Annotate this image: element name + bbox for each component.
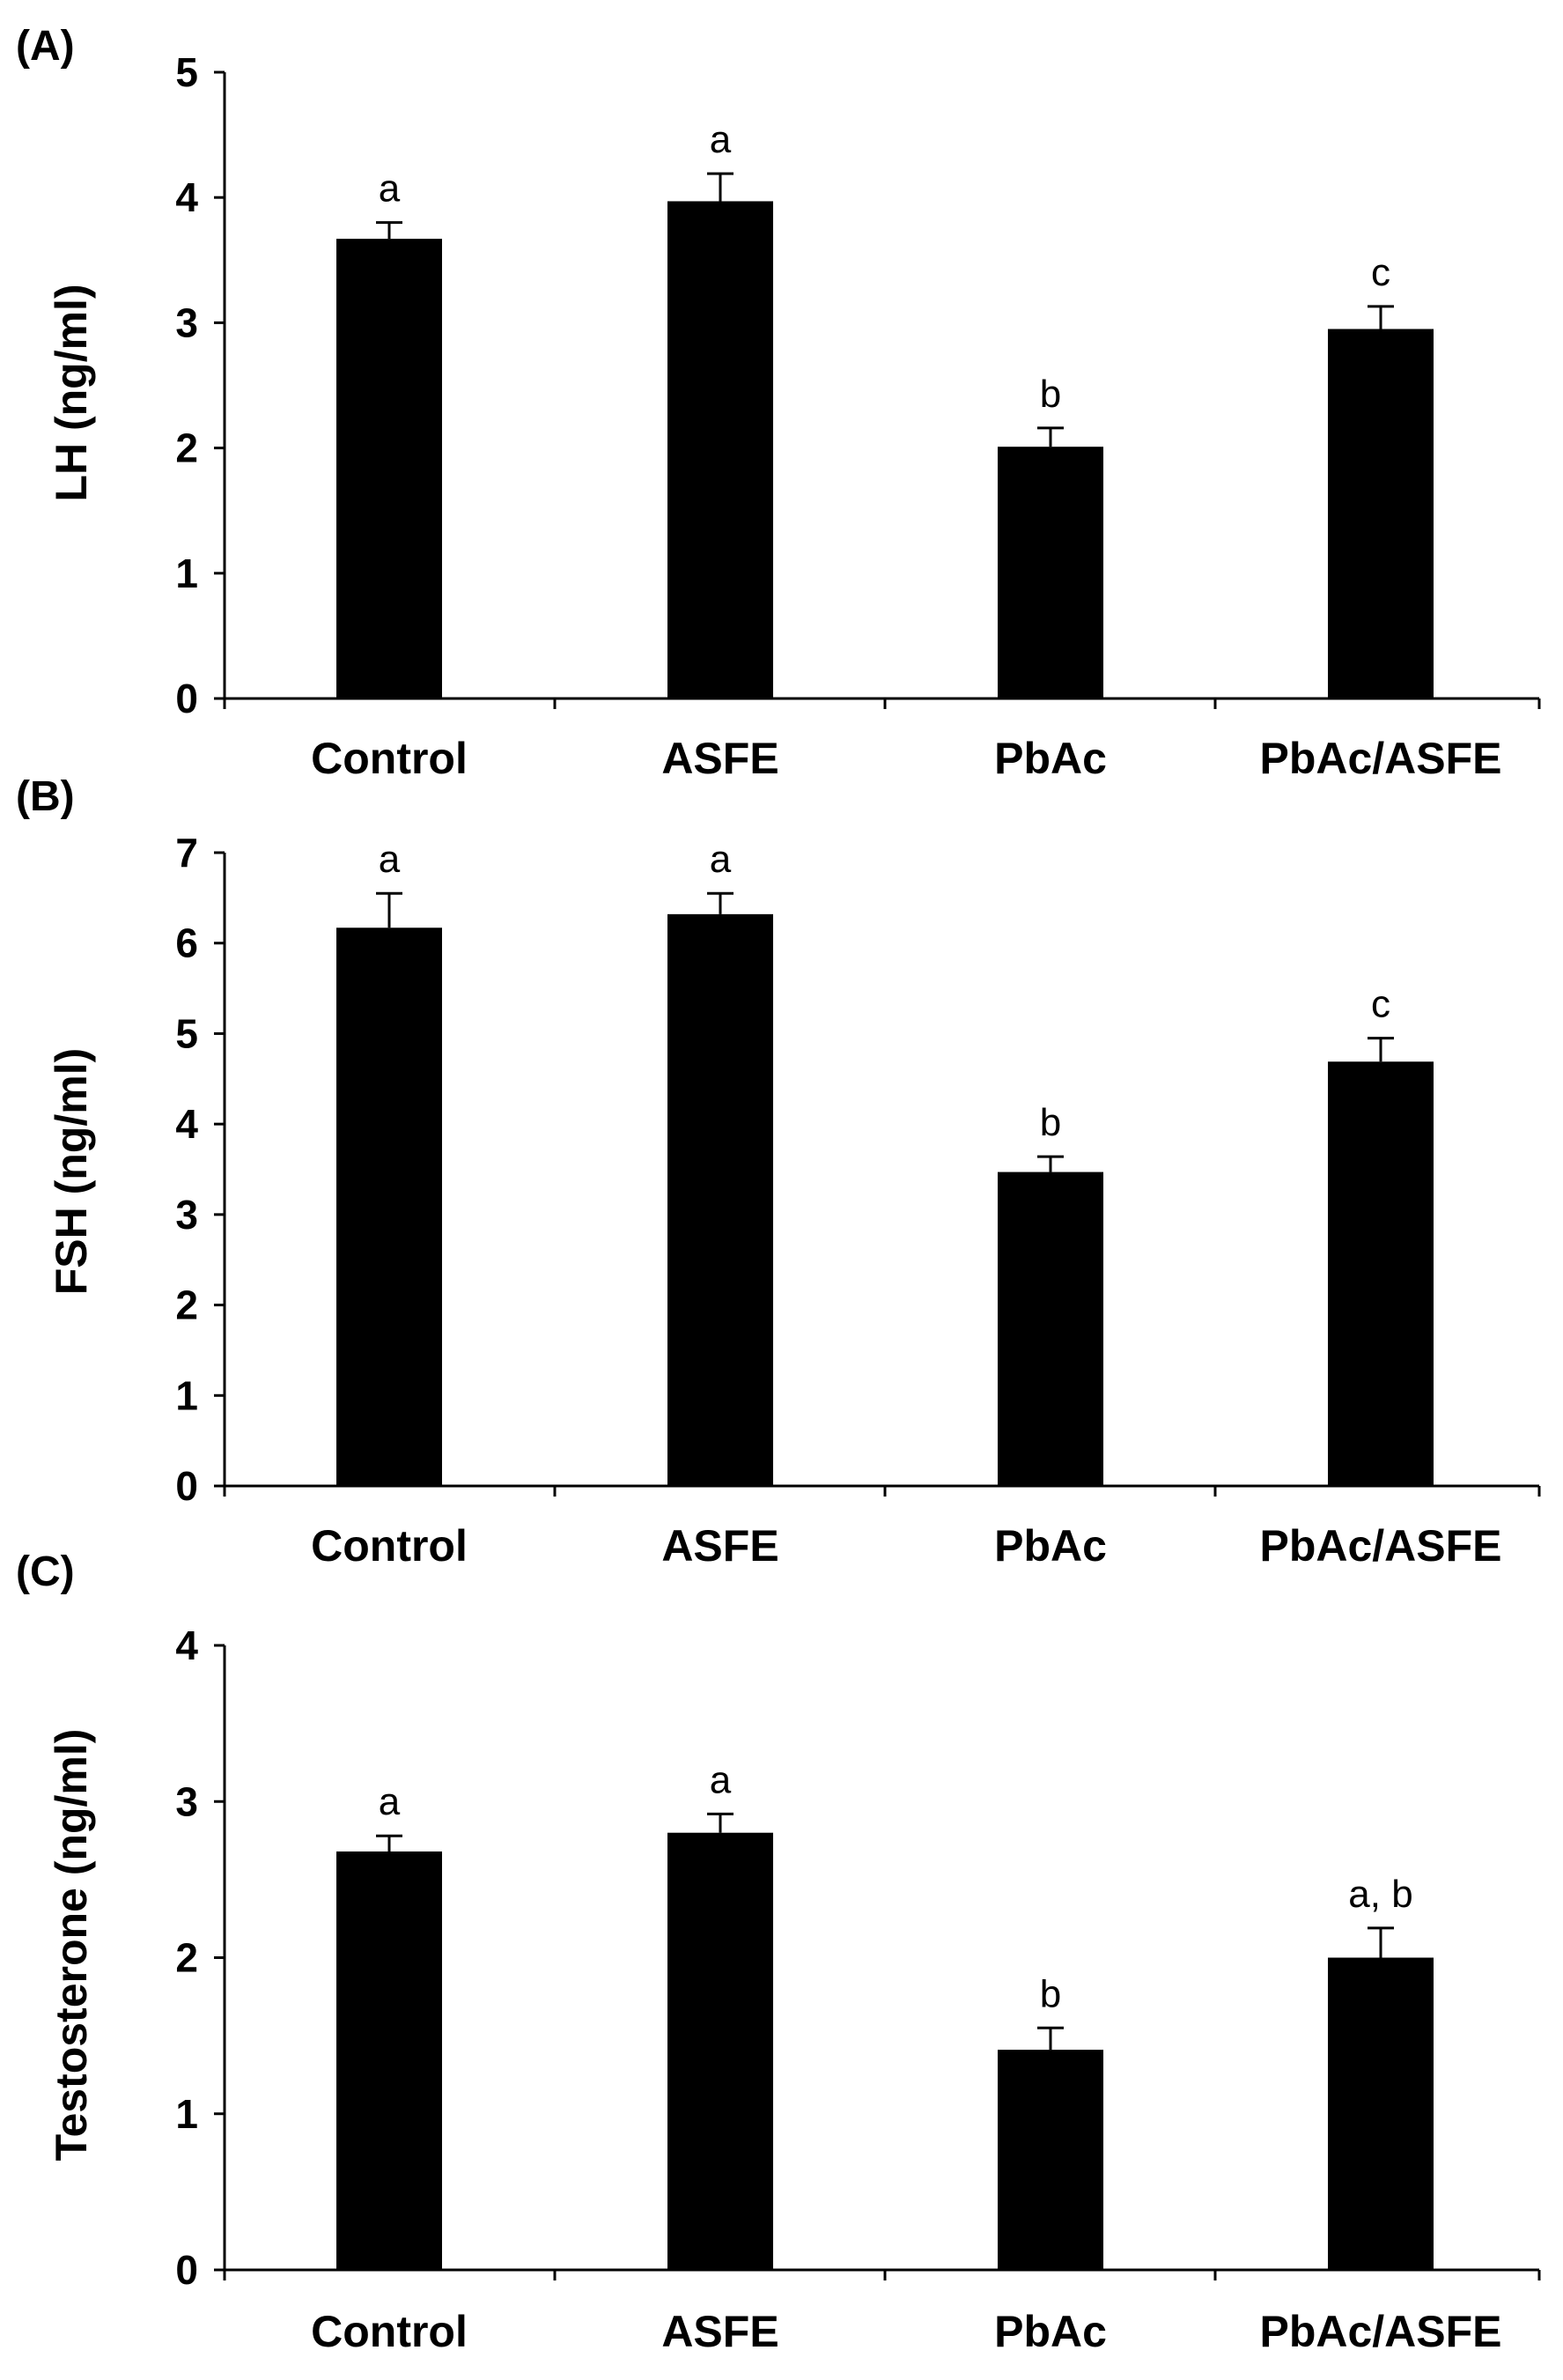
y-tick-label: 4 [175,1101,198,1147]
y-tick-label: 3 [175,1778,198,1824]
panel-label-c: (C) [16,1548,75,1595]
significance-label: b [1040,373,1061,416]
category-label: PbAc/ASFE [1259,734,1501,783]
panel-b-bars: a Control a ASFE b PbAc c PbAc/ASFE [311,838,1501,1571]
bar-control [336,239,442,699]
y-tick-label: 4 [175,174,198,220]
significance-label: b [1040,1101,1061,1144]
panel-b-fsh: (B) FSH (ng/ml) 0 1 2 3 4 5 6 7 a Control a ASFE b P… [16,773,1541,1571]
category-label: ASFE [661,2307,778,2356]
y-tick-label: 0 [175,676,198,721]
bar-pbac-asfe [1328,329,1434,698]
y-tick-label: 5 [175,49,198,95]
bar-pbac [998,1172,1103,1486]
panel-label-a: (A) [16,23,75,70]
bar-pbac-asfe [1328,1957,1434,2270]
category-label: PbAc/ASFE [1259,1521,1501,1571]
panel-b-axes: 0 1 2 3 4 5 6 7 [175,830,1541,1509]
category-label: ASFE [661,1521,778,1571]
y-tick-label: 0 [175,2247,198,2293]
panel-a-lh: (A) LH (ng/ml) 0 1 2 3 4 5 a Control a ASFE b PbAc… [16,23,1541,783]
category-label: PbAc [994,1521,1107,1571]
y-tick-label: 7 [175,830,198,876]
y-tick-label: 6 [175,920,198,966]
category-label: PbAc/ASFE [1259,2307,1501,2356]
significance-label: a [379,838,401,881]
y-tick-label: 5 [175,1010,198,1056]
bar-asfe [667,201,773,698]
bar-pbac-asfe [1328,1061,1434,1486]
panel-a-bars: a Control a ASFE b PbAc c PbAc/ASFE [311,118,1501,783]
panel-c-axes: 0 1 2 3 4 [175,1622,1541,2293]
y-tick-label: 1 [175,1372,198,1418]
y-tick-label: 2 [175,1935,198,1981]
y-tick-label: 4 [175,1622,198,1668]
y-axis-title-testosterone: Testosterone (ng/ml) [47,1729,96,2162]
panel-a-axes: 0 1 2 3 4 5 [175,49,1541,721]
category-label: Control [311,1521,468,1571]
y-axis-title-lh: LH (ng/ml) [47,284,96,501]
bar-asfe [667,913,773,1486]
y-tick-label: 2 [175,1282,198,1328]
significance-label: a [710,1758,732,1801]
category-label: PbAc [994,734,1107,783]
bar-control [336,928,442,1486]
significance-label: a [379,1780,401,1823]
significance-label: c [1371,983,1390,1026]
y-tick-label: 3 [175,299,198,345]
significance-label: b [1040,1972,1061,2015]
y-tick-label: 2 [175,425,198,471]
panel-c-bars: a Control a ASFE b PbAc a, b PbAc/ASFE [311,1758,1501,2356]
category-label: PbAc [994,2307,1107,2356]
significance-label: a [710,118,732,161]
bar-pbac [998,447,1103,698]
category-label: ASFE [661,734,778,783]
significance-label: a [379,167,401,211]
category-label: Control [311,734,468,783]
y-tick-label: 0 [175,1463,198,1509]
panel-label-b: (B) [16,773,75,820]
bar-pbac [998,2050,1103,2270]
significance-label: c [1371,251,1390,294]
significance-label: a, b [1348,1873,1412,1916]
y-axis-title-fsh: FSH (ng/ml) [47,1048,96,1296]
y-tick-label: 1 [175,2091,198,2137]
significance-label: a [710,838,732,881]
bar-asfe [667,1832,773,2270]
y-tick-label: 3 [175,1192,198,1238]
category-label: Control [311,2307,468,2356]
y-tick-label: 1 [175,551,198,596]
bar-control [336,1851,442,2270]
